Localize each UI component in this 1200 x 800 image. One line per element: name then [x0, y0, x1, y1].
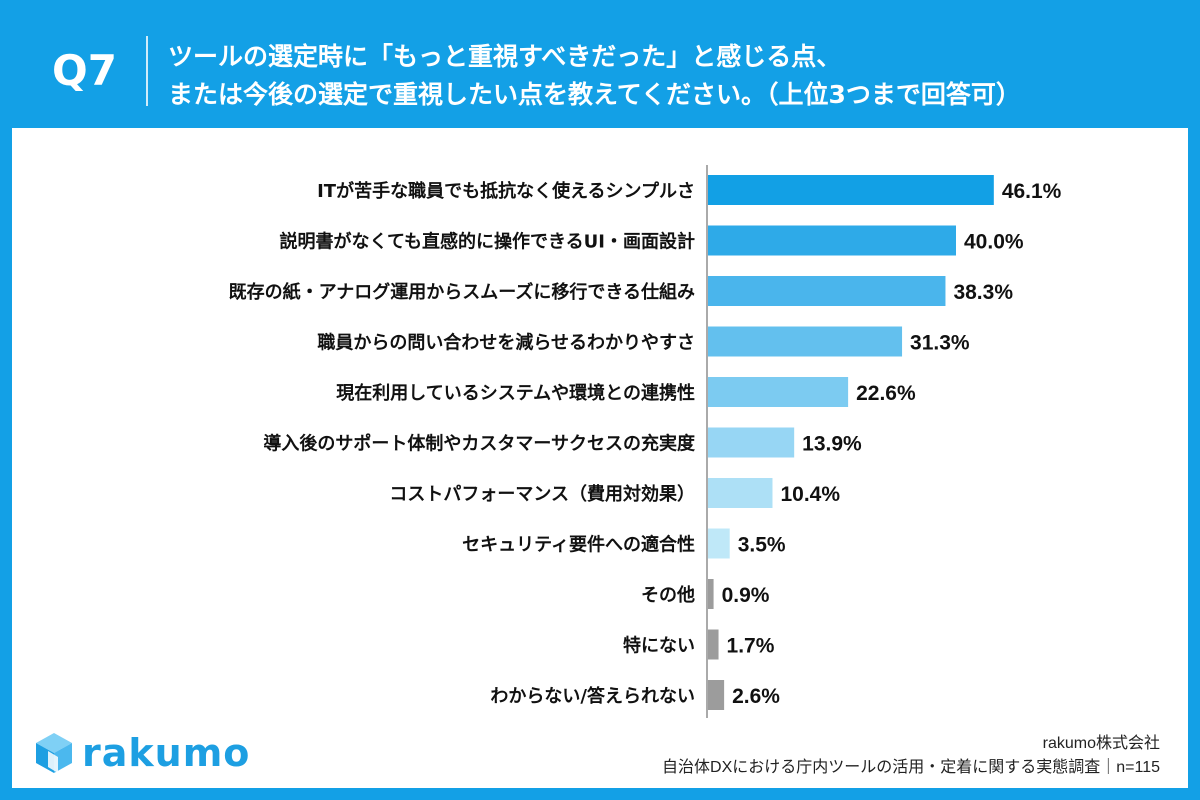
question-title-line-2: または今後の選定で重視したい点を教えてください。（上位3つまで回答可）: [168, 80, 1021, 109]
bar: [708, 175, 994, 205]
value-label: 2.6%: [732, 685, 780, 708]
company-name: rakumo株式会社: [1042, 735, 1160, 752]
value-label: 1.7%: [727, 635, 775, 658]
value-label: 31.3%: [910, 332, 970, 355]
category-label: 特にない: [623, 635, 695, 657]
category-label: 説明書がなくても直感的に操作できるUI・画面設計: [279, 231, 695, 253]
category-label: ITが苦手な職員でも抵抗なく使えるシンプルさ: [317, 180, 695, 202]
bar-chart: ITが苦手な職員でも抵抗なく使えるシンプルさ 46.1% 説明書がなくても直感的に操…: [229, 165, 1062, 718]
value-label: 38.3%: [953, 281, 1013, 304]
source-credit: rakumo株式会社 自治体DXにおける庁内ツールの活用・定着に関する実態調査｜…: [662, 732, 1160, 780]
header-divider: [146, 36, 148, 106]
survey-name: 自治体DXにおける庁内ツールの活用・定着に関する実態調査｜n=115: [662, 759, 1160, 776]
question-title: ツールの選定時に「もっと重視すべきだった」と感じる点、 または今後の選定で重視し…: [168, 38, 1021, 114]
category-label: コストパフォーマンス（費用対効果）: [389, 483, 695, 505]
rakumo-logo: rakumo: [34, 728, 250, 778]
bar: [708, 276, 946, 306]
value-label: 10.4%: [780, 483, 840, 506]
category-label: 職員からの問い合わせを減らせるわかりやすさ: [317, 332, 695, 354]
value-label: 0.9%: [722, 584, 770, 607]
bar: [708, 225, 956, 256]
value-label: 40.0%: [964, 231, 1024, 254]
bar: [708, 629, 719, 660]
value-label: 46.1%: [1002, 180, 1062, 203]
bar: [708, 528, 730, 559]
question-title-line-1: ツールの選定時に「もっと重視すべきだった」と感じる点、: [168, 42, 842, 71]
category-label: 既存の紙・アナログ運用からスムーズに移行できる仕組み: [229, 281, 695, 303]
value-label: 13.9%: [802, 433, 862, 456]
bar: [708, 427, 795, 458]
bar: [708, 478, 773, 508]
chart-card: ITが苦手な職員でも抵抗なく使えるシンプルさ 46.1% 説明書がなくても直感的に操…: [12, 128, 1188, 788]
bar: [708, 579, 714, 609]
bar: [708, 377, 849, 407]
bar: [708, 326, 903, 357]
question-number: Q7: [52, 46, 117, 95]
value-label: 3.5%: [738, 534, 786, 557]
logo-wordmark: rakumo: [82, 731, 251, 775]
category-label: セキュリティ要件への適合性: [462, 534, 695, 556]
bar: [708, 680, 725, 710]
value-label: 22.6%: [856, 382, 916, 405]
cube-logo-icon: [36, 733, 72, 773]
category-label: わからない/答えられない: [490, 685, 695, 707]
category-label: 現在利用しているシステムや環境との連携性: [336, 382, 695, 404]
category-label: その他: [641, 584, 695, 606]
category-label: 導入後のサポート体制やカスタマーサクセスの充実度: [263, 433, 696, 455]
header-banner: Q7 ツールの選定時に「もっと重視すべきだった」と感じる点、 または今後の選定で…: [0, 0, 1200, 128]
